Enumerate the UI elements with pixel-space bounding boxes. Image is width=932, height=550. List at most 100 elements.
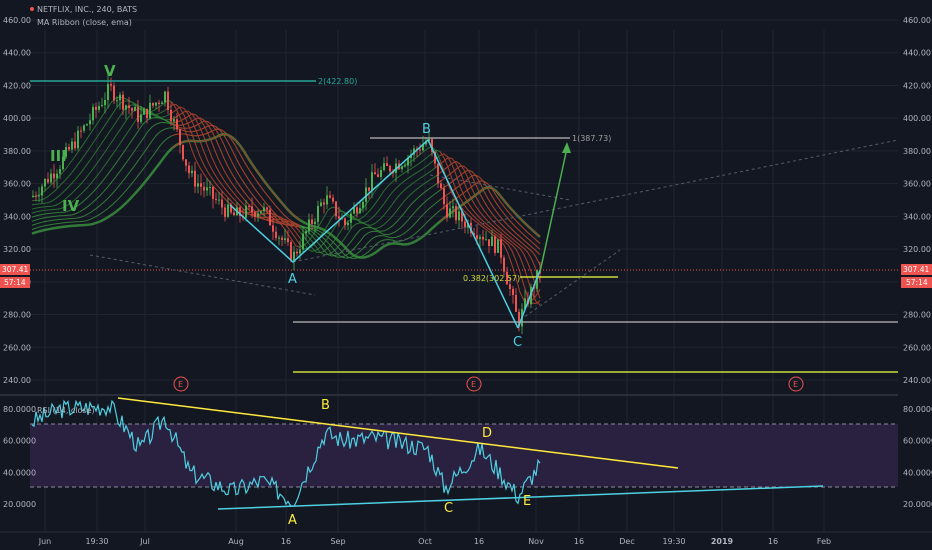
rsi-label-c: C — [444, 501, 453, 516]
candle-body — [494, 236, 496, 253]
projection-arrow[interactable] — [539, 147, 568, 273]
candle-body — [191, 170, 193, 174]
rsi-tick-right: 60.0000 — [903, 437, 932, 446]
candle-body — [524, 298, 526, 309]
time-tick: 16 — [281, 537, 291, 546]
candle-body — [260, 211, 262, 214]
candle-body — [518, 311, 520, 327]
candle-body — [89, 120, 91, 125]
ma-ribbon-down — [171, 110, 301, 233]
earnings-marker[interactable]: E — [788, 376, 804, 392]
rsi-support-line[interactable] — [217, 485, 824, 510]
candle-body — [491, 236, 493, 247]
candle-body — [146, 108, 148, 119]
fib-level-low-label: 0.382(302.57) — [463, 274, 520, 283]
rsi-tick-right: 80.0000 — [903, 405, 932, 414]
price-tick-right: 280.00 — [903, 311, 931, 320]
price-tick-right: 440.00 — [903, 49, 931, 58]
time-tick: 19:30 — [85, 537, 108, 546]
candle-body — [419, 149, 421, 151]
svg-text:E: E — [178, 380, 183, 389]
candle-body — [305, 231, 307, 234]
candle-body — [344, 218, 346, 226]
candle-body — [200, 183, 202, 187]
candle-body — [413, 148, 415, 155]
rsi-band — [30, 424, 898, 487]
candle-body — [434, 151, 436, 164]
wave-label-iv: IV — [62, 197, 80, 215]
candle-body — [122, 94, 124, 110]
earnings-marker[interactable]: E — [173, 376, 189, 392]
ma-ribbon-down — [171, 117, 301, 227]
price-tick-right: 340.00 — [903, 212, 931, 221]
wave-recovery-line[interactable] — [517, 269, 541, 329]
candle-body — [257, 213, 259, 217]
time-tick: 16 — [768, 537, 778, 546]
candle-body — [482, 236, 484, 240]
candle-body — [218, 199, 220, 201]
countdown-right: 57:14 — [906, 278, 928, 287]
trend-dashed-4 — [519, 249, 621, 321]
rsi-tick-left: 40.0000 — [3, 468, 36, 477]
candle-body — [101, 105, 103, 107]
trend-dashed-1 — [89, 254, 316, 296]
ma-ribbon-down — [439, 157, 541, 299]
candle-body — [347, 222, 349, 226]
candle-body — [149, 102, 151, 119]
candle-body — [176, 119, 178, 130]
candle-body — [440, 183, 442, 189]
candle-body — [383, 163, 385, 171]
candle-body — [350, 213, 352, 223]
abc-wave-path[interactable] — [229, 138, 519, 329]
time-axis: Jun 19:30 Jul Aug 16 Sep Oct 16 Nov 16 Dec 19:30 201… — [38, 537, 831, 546]
candle-body — [326, 195, 328, 205]
rsi-resistance-line[interactable] — [117, 397, 679, 469]
indicator-label[interactable]: MA Ribbon (close, ema) — [37, 18, 132, 27]
candle-body — [185, 159, 187, 166]
candle-body — [287, 238, 289, 243]
candle-body — [311, 219, 313, 225]
candle-body — [188, 165, 190, 174]
rsi-indicator-label[interactable]: RSI (14, close) — [37, 406, 95, 415]
candle-body — [107, 84, 109, 101]
candle-body — [374, 172, 376, 175]
ma-ribbon-down — [439, 165, 541, 266]
rsi-tick-right: 20.0000 — [903, 500, 932, 509]
ma-ribbon-down — [171, 124, 301, 228]
candle-body — [134, 106, 136, 111]
price-tick-left: 440.00 — [3, 49, 31, 58]
candle-body — [155, 102, 157, 106]
countdown-tag-right — [901, 277, 932, 288]
time-axis-bg[interactable] — [0, 532, 932, 550]
candle-body — [341, 218, 343, 220]
ma-ribbon-down — [439, 174, 541, 250]
price-tick-right: 240.00 — [903, 376, 931, 385]
countdown-tag-left — [0, 277, 30, 288]
candle-body — [404, 165, 406, 167]
candle-body — [500, 239, 502, 258]
candle-body — [44, 178, 46, 187]
candle-body — [473, 233, 475, 236]
candle-body — [302, 233, 304, 250]
candle-body — [53, 173, 55, 179]
candle-body — [422, 144, 424, 151]
candle-body — [470, 222, 472, 234]
time-tick: Nov — [528, 537, 544, 546]
earnings-marker[interactable]: E — [466, 376, 482, 392]
candle-body — [92, 106, 94, 121]
candle-body — [137, 106, 139, 122]
time-tick: Oct — [418, 537, 432, 546]
candle-body — [131, 108, 133, 111]
candle-body — [455, 206, 457, 221]
rsi-label-a: A — [288, 513, 297, 528]
price-tick-left: 400.00 — [3, 114, 31, 123]
rsi-line[interactable] — [31, 399, 541, 507]
trend-dashed-2 — [292, 139, 899, 263]
candle-body — [215, 198, 217, 200]
time-tick: Feb — [817, 537, 831, 546]
price-tick-left: 380.00 — [3, 147, 31, 156]
chart-title[interactable]: NETFLIX, INC., 240, BATS — [37, 5, 137, 14]
symbol-status-icon — [30, 7, 34, 11]
price-tick-left: 320.00 — [3, 245, 31, 254]
